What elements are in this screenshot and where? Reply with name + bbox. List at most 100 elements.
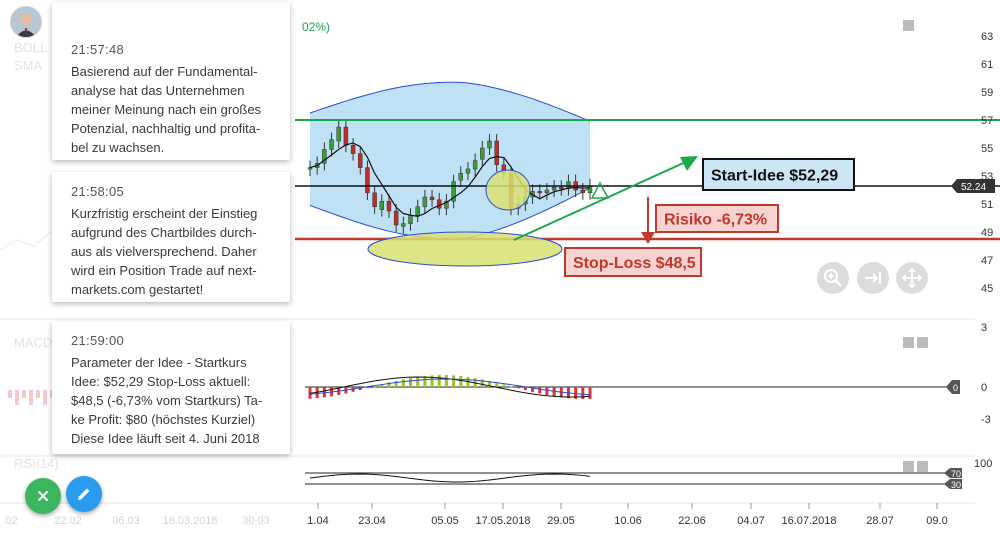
macd-histogram-bar <box>538 387 542 394</box>
candle-body <box>587 185 593 194</box>
panel-control-icon <box>917 337 928 348</box>
macd-histogram-bar <box>502 384 506 387</box>
candle-body <box>451 181 456 202</box>
arrow-to-end-icon <box>865 272 881 284</box>
candle-body <box>322 149 327 164</box>
price-tick-label: 55 <box>981 143 993 155</box>
candle-body <box>350 144 356 154</box>
candle-body <box>307 167 313 170</box>
candle-body <box>494 140 499 166</box>
candle-body <box>386 200 392 212</box>
trend-arrow-head <box>680 156 698 171</box>
zoom-in-icon <box>824 269 842 287</box>
price-tick-label: 57 <box>981 115 993 127</box>
risk-arrow-head <box>641 232 655 244</box>
edit-button[interactable] <box>66 476 102 512</box>
x-tick-label: 23.04 <box>358 515 386 527</box>
candle-body <box>551 186 557 191</box>
faded-x-tick-label: 18.03.2018 <box>162 515 217 527</box>
macd-histogram-bar <box>588 387 592 399</box>
macd-histogram-bar <box>487 380 491 387</box>
faded-macd-bar <box>36 390 40 398</box>
macd-histogram-bar <box>495 382 499 387</box>
candle-body <box>415 206 420 216</box>
comment-card-3: 21:59:00 Parameter der Idee - Startkurs … <box>52 321 290 454</box>
faded-x-tick-label: 22.02 <box>54 515 82 527</box>
comment-time: 21:58:05 <box>71 184 125 199</box>
macd-histogram-bar <box>358 387 362 390</box>
price-tag-bg <box>951 178 995 193</box>
candle-body <box>336 126 341 142</box>
macd-histogram-bar <box>459 375 463 387</box>
macd-tick-label: 0 <box>981 382 987 394</box>
faded-macd-bar <box>43 390 47 405</box>
x-tick-label: 04.07 <box>737 515 765 527</box>
panel-control-icon <box>903 20 914 31</box>
indicator-value-label: 02%) <box>302 20 330 34</box>
x-tick-label: 22.06 <box>678 515 706 527</box>
faded-x-tick-label: 06.03 <box>112 515 140 527</box>
close-icon <box>38 491 48 501</box>
candle-body <box>393 210 399 226</box>
risk-label-text: Risiko -6,73% <box>664 212 767 229</box>
zoom-in-button[interactable] <box>817 262 849 294</box>
candle-body <box>437 199 442 209</box>
price-tag-text: 52.24 <box>961 182 986 193</box>
bollinger-upper-line <box>309 81 591 122</box>
macd-zero-tag-text: 0 <box>953 383 958 393</box>
pan-button[interactable] <box>896 262 928 294</box>
macd-histogram-bar <box>387 382 391 387</box>
panel-control-icon <box>903 461 914 472</box>
stop-loss-label-text: Stop-Loss $48,5 <box>573 255 696 272</box>
trend-arrow-line <box>513 159 691 241</box>
macd-histogram-bar <box>452 375 456 387</box>
macd-histogram-bar <box>430 375 434 387</box>
panel-control-icon <box>903 337 914 348</box>
macd-histogram-bar <box>437 375 441 387</box>
close-button[interactable] <box>25 478 61 514</box>
scroll-to-end-button[interactable] <box>857 262 889 294</box>
candle-body <box>487 140 492 149</box>
candle-body <box>559 186 564 189</box>
macd-histogram-bar <box>409 377 413 387</box>
rsi-tag-text: 70 <box>951 469 961 479</box>
price-tick-label: 49 <box>981 227 993 239</box>
faded-macd-bar <box>22 390 26 398</box>
user-avatar[interactable] <box>10 6 42 38</box>
candle-body <box>408 214 413 224</box>
macd-histogram-bar <box>322 387 326 398</box>
price-tick-label: 63 <box>981 31 993 43</box>
macd-histogram-bar <box>416 376 420 387</box>
comment-card-1: 21:57:48 Basierend auf der Fundamental-a… <box>52 2 290 160</box>
candle-body <box>379 200 385 210</box>
axes: 02%)6361595755535149474552.2430-30100703… <box>302 20 995 527</box>
bollinger-band <box>309 81 591 240</box>
faded-x-tick-label: .02 <box>2 515 17 527</box>
candle-body <box>422 196 428 208</box>
rsi-tag-bg <box>944 479 962 489</box>
macd-histogram-bar <box>545 387 549 396</box>
price-tick-label: 59 <box>981 87 993 99</box>
comment-text: Parameter der Idee - Startkurs Idee: $52… <box>71 355 263 446</box>
macd-tick-label: 3 <box>981 322 987 334</box>
x-tick-label: 10.06 <box>614 515 642 527</box>
candle-body <box>444 200 449 209</box>
rsi-tick-label: 100 <box>974 458 992 470</box>
macd-histogram-bar <box>531 387 535 392</box>
faded-indicator-label: RSI(14) <box>14 456 59 471</box>
candle-body <box>480 147 485 160</box>
faded-macd-bar <box>15 390 19 405</box>
faded-indicator-label: MACD <box>14 335 52 350</box>
candle-body <box>580 189 586 194</box>
candle-body <box>365 167 370 194</box>
macd-histogram-bar <box>373 386 377 388</box>
faded-indicator-label: BOLL <box>14 40 47 55</box>
macd-histogram-bar <box>365 387 369 389</box>
macd-histogram-bar <box>480 379 484 387</box>
macd-histogram-bar <box>380 384 384 387</box>
x-tick-label: 17.05.2018 <box>475 515 530 527</box>
move-icon <box>902 268 922 288</box>
annotations: Start-Idee $52,29 Risiko -6,73% Stop-Loss … <box>295 119 1000 277</box>
macd-histogram-bar <box>574 387 578 399</box>
